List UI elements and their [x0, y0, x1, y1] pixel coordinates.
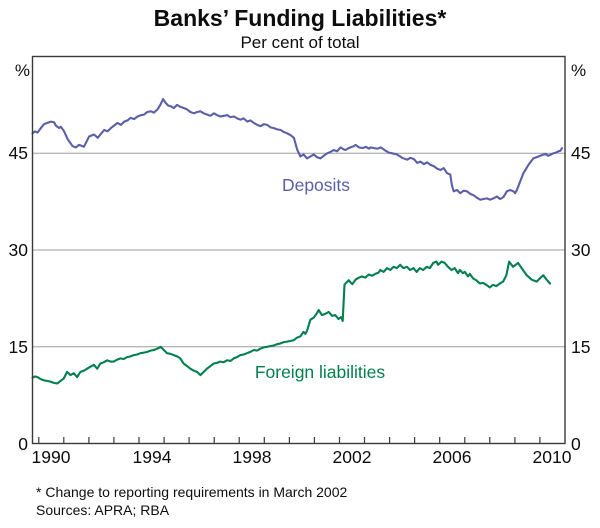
percent-label-left: % [14, 61, 30, 80]
deposits-line [31, 98, 564, 201]
x-axis-tick-label: 2006 [432, 447, 472, 467]
y-axis-tick-label: 30 [571, 240, 591, 260]
y-axis-tick-label: 15 [8, 337, 28, 357]
y-axis-tick-label: 30 [8, 240, 28, 260]
y-axis-tick-label: 45 [571, 143, 591, 163]
y-axis-tick-label: 15 [571, 337, 591, 357]
y-axis-tick-label: 0 [18, 434, 28, 454]
x-axis-tick-label: 2010 [532, 447, 572, 467]
y-axis-tick-label: 0 [571, 434, 581, 454]
chart-subtitle: Per cent of total [240, 33, 360, 52]
x-axis-tick-label: 2002 [332, 447, 372, 467]
x-axis-tick-label: 1990 [31, 447, 71, 467]
foreign-liabilities-series-label: Foreign liabilities [254, 362, 386, 382]
x-axis-tick-label: 1994 [132, 447, 172, 467]
footnote-asterisk: * Change to reporting requirements in Ma… [36, 484, 348, 500]
x-tick-marks [38, 437, 541, 443]
percent-label-right: % [571, 61, 587, 80]
foreign-liabilities-line [31, 260, 552, 385]
y-axis-tick-label: 45 [8, 143, 28, 163]
deposits-series-label: Deposits [281, 175, 351, 195]
footnote-sources: Sources: APRA; RBA [36, 502, 170, 518]
x-axis-tick-label: 1998 [232, 447, 272, 467]
series-lines [31, 98, 564, 385]
plot-frame [31, 55, 566, 445]
chart-title: Banks’ Funding Liabilities* [153, 5, 447, 31]
